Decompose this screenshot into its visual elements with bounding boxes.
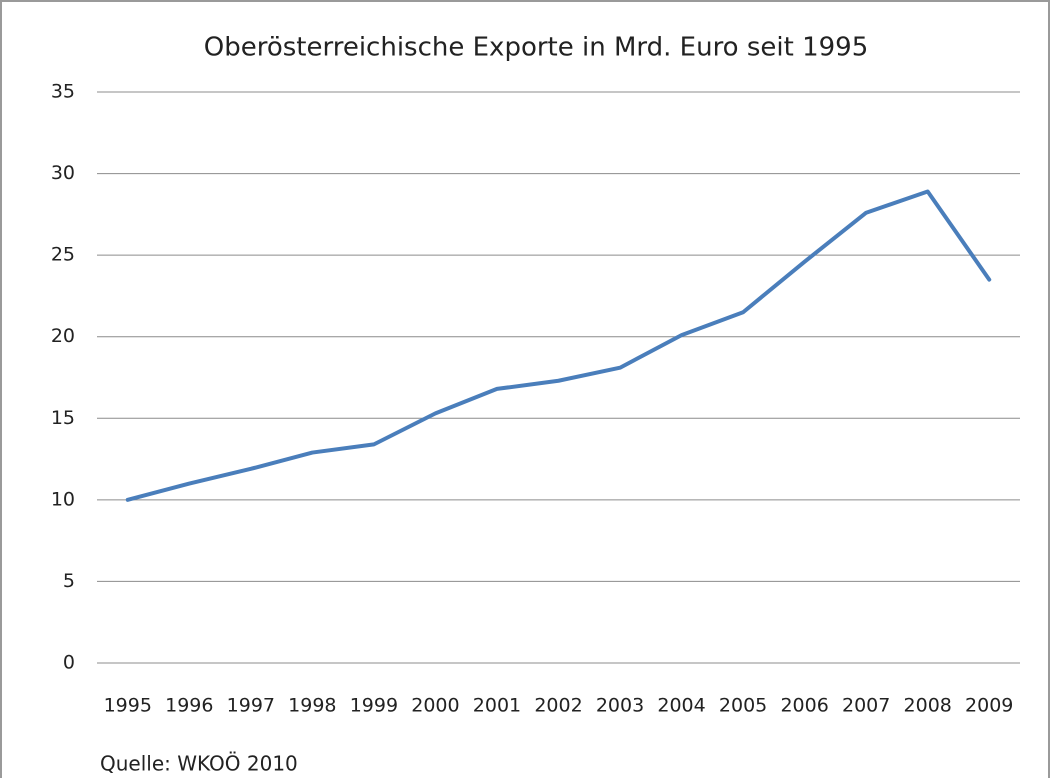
x-tick-label: 2000 xyxy=(411,695,459,717)
x-tick-label: 2005 xyxy=(719,695,767,717)
source-note: Quelle: WKOÖ 2010 xyxy=(100,752,298,776)
y-tick-label: 10 xyxy=(51,488,75,510)
x-tick-label: 2004 xyxy=(657,695,705,717)
y-tick-label: 20 xyxy=(51,325,75,347)
x-tick-label: 2006 xyxy=(780,695,828,717)
x-tick-label: 2003 xyxy=(596,695,644,717)
y-tick-label: 5 xyxy=(63,570,75,592)
chart-title: Oberösterreichische Exporte in Mrd. Euro… xyxy=(204,33,869,63)
x-tick-label: 1995 xyxy=(104,695,152,717)
x-tick-label: 1997 xyxy=(227,695,275,717)
x-tick-label: 2008 xyxy=(904,695,952,717)
x-tick-label: 2007 xyxy=(842,695,890,717)
y-tick-label: 30 xyxy=(51,162,75,184)
y-tick-label: 0 xyxy=(63,652,75,674)
y-tick-label: 35 xyxy=(51,81,75,103)
y-tick-label: 15 xyxy=(51,407,75,429)
x-tick-label: 2002 xyxy=(534,695,582,717)
x-tick-label: 1998 xyxy=(288,695,336,717)
x-tick-label: 2001 xyxy=(473,695,521,717)
x-tick-label: 2009 xyxy=(965,695,1013,717)
x-tick-label: 1999 xyxy=(350,695,398,717)
x-tick-label: 1996 xyxy=(165,695,213,717)
data-line xyxy=(125,189,992,502)
y-tick-label: 25 xyxy=(51,244,75,266)
